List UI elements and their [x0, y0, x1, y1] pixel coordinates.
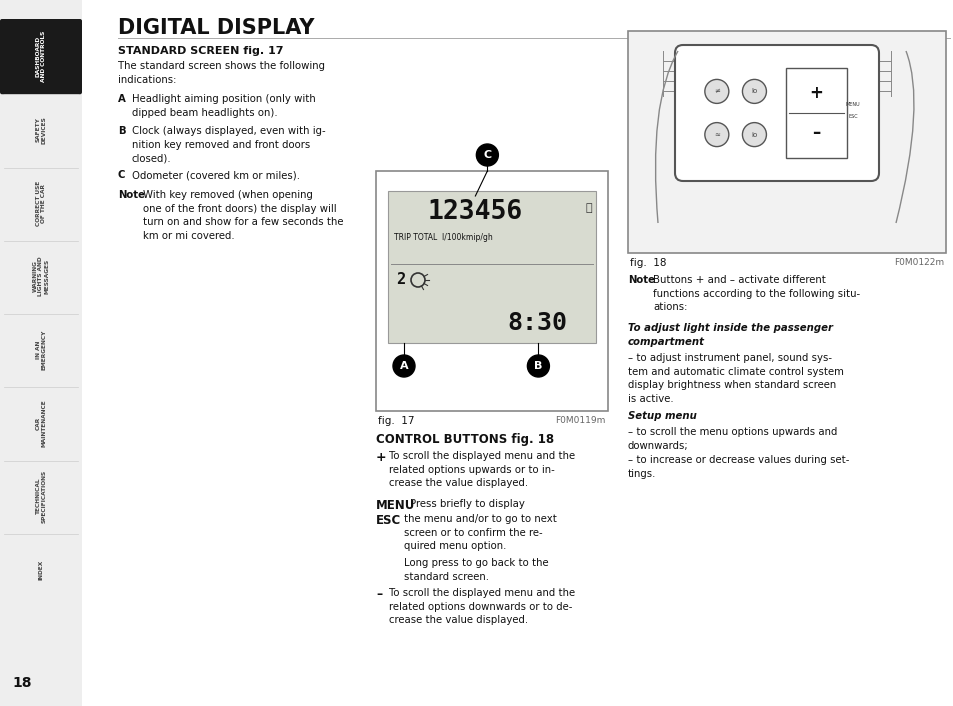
Text: To scroll the displayed menu and the
related options upwards or to in-
crease th: To scroll the displayed menu and the rel… — [389, 451, 575, 489]
Text: fig.  17: fig. 17 — [377, 416, 414, 426]
Text: ESC: ESC — [847, 114, 857, 119]
Text: To scroll the displayed menu and the
related options downwards or to de-
crease : To scroll the displayed menu and the rel… — [389, 588, 575, 626]
FancyBboxPatch shape — [675, 45, 878, 181]
Text: F0M0119m: F0M0119m — [555, 416, 605, 425]
Text: C: C — [483, 150, 491, 160]
Text: DASHBOARD
AND CONTROLS: DASHBOARD AND CONTROLS — [35, 31, 47, 83]
Text: The standard screen shows the following
indications:: The standard screen shows the following … — [118, 61, 325, 85]
Text: – to adjust instrument panel, sound sys-
tem and automatic climate control syste: – to adjust instrument panel, sound sys-… — [627, 353, 843, 404]
FancyBboxPatch shape — [0, 19, 82, 94]
Text: CONTROL BUTTONS fig. 18: CONTROL BUTTONS fig. 18 — [375, 433, 554, 446]
Text: ESC: ESC — [375, 514, 401, 527]
Text: CAR
MAINTENANCE: CAR MAINTENANCE — [35, 399, 47, 447]
Text: WARNING
LIGHTS AND
MESSAGES: WARNING LIGHTS AND MESSAGES — [32, 256, 50, 297]
Text: Headlight aiming position (only with
dipped beam headlights on).: Headlight aiming position (only with dip… — [132, 94, 315, 118]
Text: the menu and/or to go to next
screen or to confirm the re-
quired menu option.: the menu and/or to go to next screen or … — [403, 514, 557, 551]
Text: A: A — [118, 94, 126, 104]
Text: TECHNICAL
SPECIFICATIONS: TECHNICAL SPECIFICATIONS — [35, 469, 47, 522]
Text: Press briefly to display: Press briefly to display — [410, 499, 524, 509]
Text: io: io — [751, 131, 757, 138]
Circle shape — [393, 355, 415, 377]
Text: With key removed (when opening
one of the front doors) the display will
turn on : With key removed (when opening one of th… — [143, 190, 343, 241]
Circle shape — [704, 79, 728, 103]
Text: F0M0122m: F0M0122m — [893, 258, 943, 267]
Text: MENU: MENU — [844, 102, 860, 107]
Text: B: B — [534, 361, 542, 371]
Text: B: B — [118, 126, 126, 136]
Text: 2: 2 — [395, 272, 405, 287]
Circle shape — [476, 144, 497, 166]
Bar — [0, 0, 82, 706]
Circle shape — [704, 123, 728, 147]
Text: MENU: MENU — [375, 499, 415, 512]
Text: STANDARD SCREEN fig. 17: STANDARD SCREEN fig. 17 — [118, 46, 283, 56]
Circle shape — [741, 79, 765, 103]
Text: INDEX: INDEX — [38, 559, 44, 580]
Text: TRIP TOTAL  l/100kmip/gh: TRIP TOTAL l/100kmip/gh — [394, 233, 493, 242]
Bar — [375, 171, 607, 411]
Circle shape — [741, 123, 765, 147]
Text: –: – — [375, 588, 382, 601]
Bar — [388, 191, 596, 343]
Text: ≈: ≈ — [713, 131, 719, 138]
Text: A: A — [399, 361, 408, 371]
Text: +: + — [375, 451, 386, 464]
Text: ⛽: ⛽ — [585, 203, 592, 213]
Bar — [627, 31, 945, 253]
Text: SAFETY
DEVICES: SAFETY DEVICES — [35, 116, 47, 144]
Text: Buttons + and – activate different
functions according to the following situ-
at: Buttons + and – activate different funct… — [652, 275, 860, 312]
Text: – to increase or decrease values during set-
tings.: – to increase or decrease values during … — [627, 455, 848, 479]
Text: fig.  18: fig. 18 — [629, 258, 666, 268]
Text: 18: 18 — [12, 676, 31, 690]
Text: C: C — [118, 170, 125, 180]
Text: 123456: 123456 — [427, 199, 522, 225]
Text: IN AN
EMERGENCY: IN AN EMERGENCY — [35, 330, 47, 370]
Text: Long press to go back to the
standard screen.: Long press to go back to the standard sc… — [403, 558, 548, 582]
Circle shape — [527, 355, 549, 377]
Text: Clock (always displayed, even with ig-
nition key removed and front doors
closed: Clock (always displayed, even with ig- n… — [132, 126, 325, 163]
Text: 8:30: 8:30 — [507, 311, 567, 335]
Text: ≠: ≠ — [713, 88, 719, 95]
Text: Note: Note — [627, 275, 654, 285]
Text: To adjust light inside the passenger
compartment: To adjust light inside the passenger com… — [627, 323, 832, 347]
Text: Setup menu: Setup menu — [627, 411, 696, 421]
Text: Note: Note — [118, 190, 145, 200]
Text: DIGITAL DISPLAY: DIGITAL DISPLAY — [118, 18, 314, 38]
Text: CORRECT USE
OF THE CAR: CORRECT USE OF THE CAR — [35, 181, 47, 226]
Bar — [785, 68, 845, 158]
Text: –: – — [812, 124, 820, 142]
Text: – to scroll the menu options upwards and
downwards;: – to scroll the menu options upwards and… — [627, 427, 837, 450]
Text: +: + — [809, 84, 822, 102]
Text: Odometer (covered km or miles).: Odometer (covered km or miles). — [132, 170, 299, 180]
Text: lo: lo — [751, 88, 757, 95]
